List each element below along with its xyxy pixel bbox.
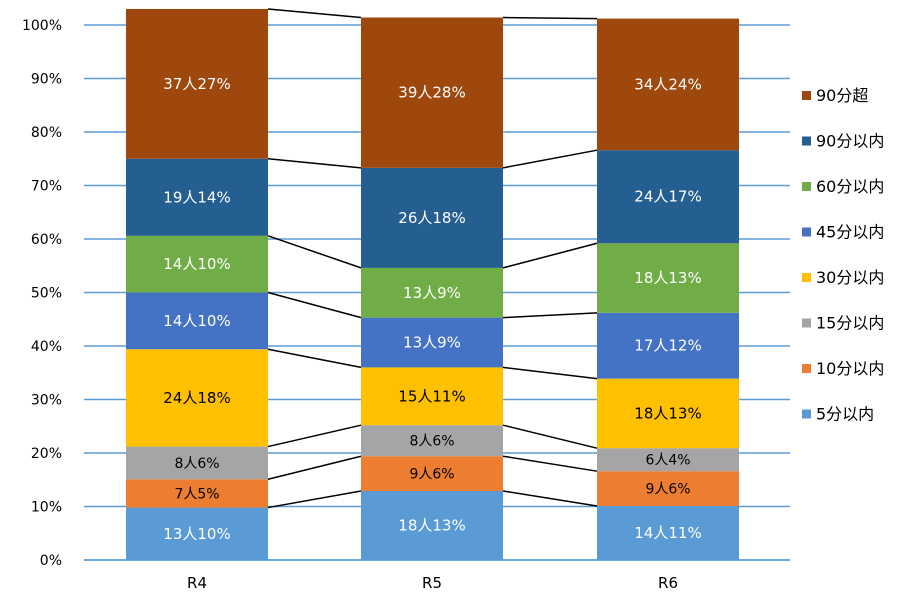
series-line <box>502 16 598 20</box>
legend-label: 90分超 <box>816 86 868 105</box>
data-label: 19人14% <box>163 188 230 206</box>
legend-swatch <box>802 409 811 419</box>
legend-swatch <box>802 318 811 328</box>
legend-swatch <box>802 364 811 373</box>
bar-segment <box>126 507 268 560</box>
data-label: 13人10% <box>163 525 230 543</box>
bar-segment <box>361 367 503 426</box>
series-line <box>267 235 362 269</box>
y-tick-label: 60% <box>31 232 62 248</box>
data-label: 14人11% <box>634 524 701 542</box>
data-label: 13人9% <box>403 334 461 352</box>
y-tick-label: 90% <box>31 72 62 88</box>
y-tick-label: 70% <box>31 179 62 195</box>
data-label: 18人13% <box>634 269 701 287</box>
data-label: 34人24% <box>634 75 701 93</box>
data-label: 9人6% <box>409 467 454 483</box>
bar-segment <box>597 448 739 472</box>
data-label: 8人6% <box>174 456 219 472</box>
y-tick-label: 0% <box>40 553 62 569</box>
legend-label: 45分以内 <box>816 223 884 242</box>
data-label: 17人12% <box>634 337 701 355</box>
series-line <box>267 455 362 480</box>
bar-segment <box>361 17 503 168</box>
series-line <box>267 424 362 448</box>
data-label: 18人13% <box>398 516 465 534</box>
data-label: 7人5% <box>174 486 219 502</box>
series-line <box>502 242 598 269</box>
series-line <box>267 8 362 19</box>
bar-segment <box>597 18 739 151</box>
series-line <box>502 455 598 472</box>
legend-label: 10分以内 <box>816 359 884 378</box>
legend-swatch <box>802 273 811 282</box>
series-line <box>267 490 362 509</box>
y-tick-label: 20% <box>31 446 62 462</box>
series-line <box>502 490 598 507</box>
y-tick-label: 10% <box>31 500 62 516</box>
data-label: 13人9% <box>403 284 461 302</box>
bar-segment <box>126 292 268 350</box>
legend-swatch <box>802 182 811 191</box>
data-label: 8人6% <box>409 434 454 450</box>
bar-segment <box>597 505 739 560</box>
y-tick-label: 40% <box>31 339 62 355</box>
data-label: 14人10% <box>163 312 230 330</box>
bar-segment <box>361 267 503 318</box>
series-line <box>502 424 598 449</box>
series-line <box>267 158 362 169</box>
bar-segment <box>126 479 268 508</box>
data-label: 26人18% <box>398 209 465 227</box>
bar-segment <box>126 349 268 447</box>
data-label: 18人13% <box>634 404 701 422</box>
data-label: 15人11% <box>398 387 465 405</box>
bar-segment <box>361 490 503 560</box>
data-label: 39人28% <box>398 84 465 102</box>
data-label: 14人10% <box>163 255 230 273</box>
legend-label: 15分以内 <box>816 314 884 333</box>
data-label: 37人27% <box>163 75 230 93</box>
data-label: 24人18% <box>163 389 230 407</box>
legend-label: 90分以内 <box>816 132 884 151</box>
bar-segment <box>361 425 503 457</box>
series-line <box>502 312 598 319</box>
legend-swatch <box>802 136 811 146</box>
data-label: 24人17% <box>634 188 701 206</box>
bar-segment <box>126 446 268 480</box>
data-label: 9人6% <box>645 482 690 498</box>
bar-segment <box>597 378 739 449</box>
y-tick-label: 100% <box>22 18 62 34</box>
bar-segment <box>126 8 268 159</box>
series-line <box>502 149 598 169</box>
bar-segment <box>126 158 268 236</box>
legend-label: 60分以内 <box>816 177 884 196</box>
legend-swatch <box>802 227 811 237</box>
series-line <box>502 366 598 380</box>
data-label: 6人4% <box>645 453 690 469</box>
bar-segment <box>361 456 503 491</box>
bar-segment <box>361 317 503 368</box>
bar-segment <box>597 150 739 244</box>
x-tick-label: R5 <box>422 574 442 592</box>
legend-swatch <box>802 91 811 100</box>
legend-label: 30分以内 <box>816 268 884 287</box>
y-tick-label: 80% <box>31 125 62 141</box>
series-line <box>267 348 362 369</box>
x-tick-label: R6 <box>658 574 678 592</box>
legend-label: 5分以内 <box>816 405 874 424</box>
y-tick-label: 30% <box>31 393 62 409</box>
bar-segment <box>126 235 268 293</box>
bar-segment <box>597 243 739 313</box>
bar-segment <box>597 312 739 379</box>
series-line <box>267 291 362 319</box>
bar-segment <box>361 167 503 268</box>
x-tick-label: R4 <box>187 574 207 592</box>
y-tick-label: 50% <box>31 286 62 302</box>
bar-segment <box>597 471 739 506</box>
